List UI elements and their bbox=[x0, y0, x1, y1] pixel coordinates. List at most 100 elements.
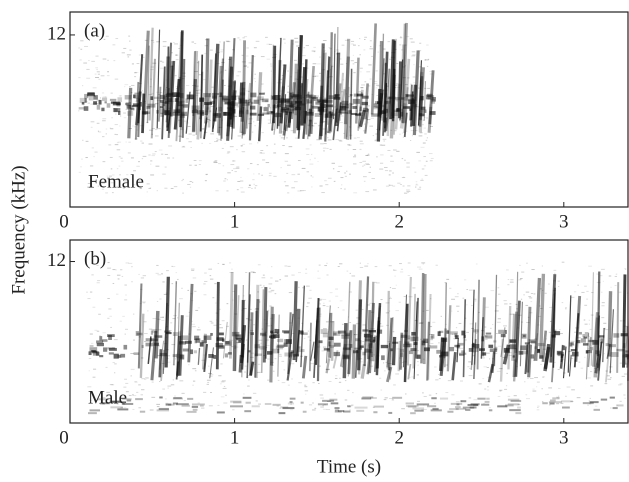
spectrogram-noise bbox=[141, 378, 146, 380]
spectrogram-band bbox=[101, 107, 105, 112]
spectrogram-band bbox=[332, 331, 341, 336]
spectrogram-noise bbox=[349, 272, 352, 274]
spectrogram-noise bbox=[96, 99, 100, 101]
spectrogram-band bbox=[418, 113, 425, 117]
spectrogram-noise bbox=[195, 108, 199, 110]
spectrogram-noise bbox=[158, 149, 163, 151]
spectrogram-noise bbox=[509, 303, 512, 305]
spectrogram-noise bbox=[385, 361, 388, 363]
spectrogram-noise bbox=[603, 353, 605, 355]
spectrogram-noise bbox=[513, 395, 517, 397]
spectrogram-band bbox=[292, 98, 299, 103]
spectrogram-noise bbox=[369, 40, 372, 42]
spectrogram-low bbox=[455, 407, 467, 410]
spectrogram-trace bbox=[420, 272, 425, 364]
spectrogram-trace bbox=[389, 74, 396, 139]
spectrogram-trace bbox=[303, 59, 308, 124]
spectrogram-noise bbox=[118, 165, 121, 167]
spectrogram-noise bbox=[257, 264, 261, 266]
spectrogram-noise bbox=[507, 279, 510, 281]
spectrogram-noise bbox=[293, 101, 297, 103]
spectrogram-noise bbox=[303, 190, 306, 192]
spectrogram-noise bbox=[161, 363, 165, 365]
spectrogram-noise bbox=[516, 308, 519, 310]
spectrogram-noise bbox=[229, 272, 234, 274]
spectrogram-noise bbox=[107, 59, 109, 61]
spectrogram-band bbox=[520, 350, 529, 355]
spectrogram-noise bbox=[435, 264, 438, 266]
spectrogram-trace bbox=[287, 39, 294, 123]
spectrogram-low bbox=[542, 402, 548, 405]
spectrogram-noise bbox=[583, 356, 586, 358]
spectrogram-noise bbox=[198, 89, 201, 91]
spectrogram-band bbox=[509, 339, 517, 343]
spectrogram-noise bbox=[311, 124, 313, 126]
spectrogram-band bbox=[420, 95, 424, 101]
spectrogram-noise bbox=[125, 108, 130, 110]
spectrogram-noise bbox=[432, 321, 436, 323]
x-tick-label: 3 bbox=[559, 427, 569, 448]
spectrogram-noise bbox=[140, 277, 145, 279]
spectrogram-noise bbox=[261, 174, 263, 176]
spectrogram-noise bbox=[559, 333, 563, 335]
spectrogram-noise bbox=[374, 266, 378, 268]
spectrogram-low bbox=[186, 410, 197, 413]
spectrogram-noise bbox=[267, 379, 270, 381]
spectrogram-noise bbox=[133, 184, 136, 186]
spectrogram-noise bbox=[245, 127, 248, 129]
spectrogram-noise bbox=[323, 96, 325, 98]
spectrogram-noise bbox=[429, 334, 433, 336]
spectrogram-band bbox=[369, 330, 372, 335]
spectrogram-noise bbox=[171, 265, 173, 267]
spectrogram-band bbox=[292, 93, 300, 98]
spectrogram-band bbox=[461, 330, 466, 336]
spectrogram-noise bbox=[215, 302, 217, 304]
spectrogram-noise bbox=[97, 130, 100, 132]
spectrogram-noise bbox=[169, 329, 172, 331]
spectrogram-band bbox=[500, 334, 506, 338]
spectrogram-noise bbox=[102, 397, 106, 399]
spectrogram-noise bbox=[433, 366, 437, 368]
spectrogram-band bbox=[95, 351, 100, 356]
spectrogram-band bbox=[352, 98, 361, 104]
spectrogram-noise bbox=[236, 166, 240, 168]
spectrogram-noise bbox=[255, 40, 260, 42]
spectrogram-noise bbox=[150, 329, 153, 331]
spectrogram-noise bbox=[548, 331, 552, 333]
spectrogram-noise bbox=[340, 115, 344, 117]
spectrogram-trace bbox=[329, 32, 333, 132]
spectrogram-trace bbox=[150, 58, 156, 139]
spectrogram-trace bbox=[351, 324, 357, 379]
spectrogram-band bbox=[185, 98, 189, 103]
spectrogram-noise bbox=[486, 389, 490, 391]
spectrogram-noise bbox=[194, 43, 197, 45]
spectrogram-noise bbox=[457, 293, 459, 295]
spectrogram-band bbox=[83, 106, 89, 111]
spectrogram-noise bbox=[214, 160, 218, 162]
spectrogram-noise bbox=[100, 75, 105, 77]
spectrogram-low bbox=[392, 396, 403, 399]
spectrogram-noise bbox=[85, 140, 89, 142]
spectrogram-low bbox=[173, 396, 182, 399]
spectrogram-noise bbox=[116, 134, 119, 136]
spectrogram-noise bbox=[124, 328, 129, 330]
spectrogram-noise bbox=[412, 54, 416, 56]
spectrogram-noise bbox=[553, 269, 557, 271]
spectrogram-noise bbox=[396, 100, 398, 102]
spectrogram-band bbox=[556, 350, 562, 355]
spectrogram-noise bbox=[510, 279, 514, 281]
spectrogram-band bbox=[536, 348, 540, 354]
spectrogram-noise bbox=[98, 78, 101, 80]
spectrogram-trace bbox=[158, 349, 163, 378]
spectrogram-noise bbox=[273, 152, 277, 154]
spectrogram-noise bbox=[365, 154, 369, 156]
spectrogram-noise bbox=[209, 119, 211, 121]
spectrogram-noise bbox=[385, 302, 390, 304]
spectrogram-noise bbox=[394, 130, 397, 132]
spectrogram-low bbox=[343, 410, 351, 413]
spectrogram-trace bbox=[590, 272, 595, 366]
spectrogram-noise bbox=[341, 334, 344, 336]
spectrogram-noise bbox=[375, 70, 378, 72]
spectrogram-noise bbox=[326, 409, 331, 411]
spectrogram-trace bbox=[384, 83, 388, 129]
